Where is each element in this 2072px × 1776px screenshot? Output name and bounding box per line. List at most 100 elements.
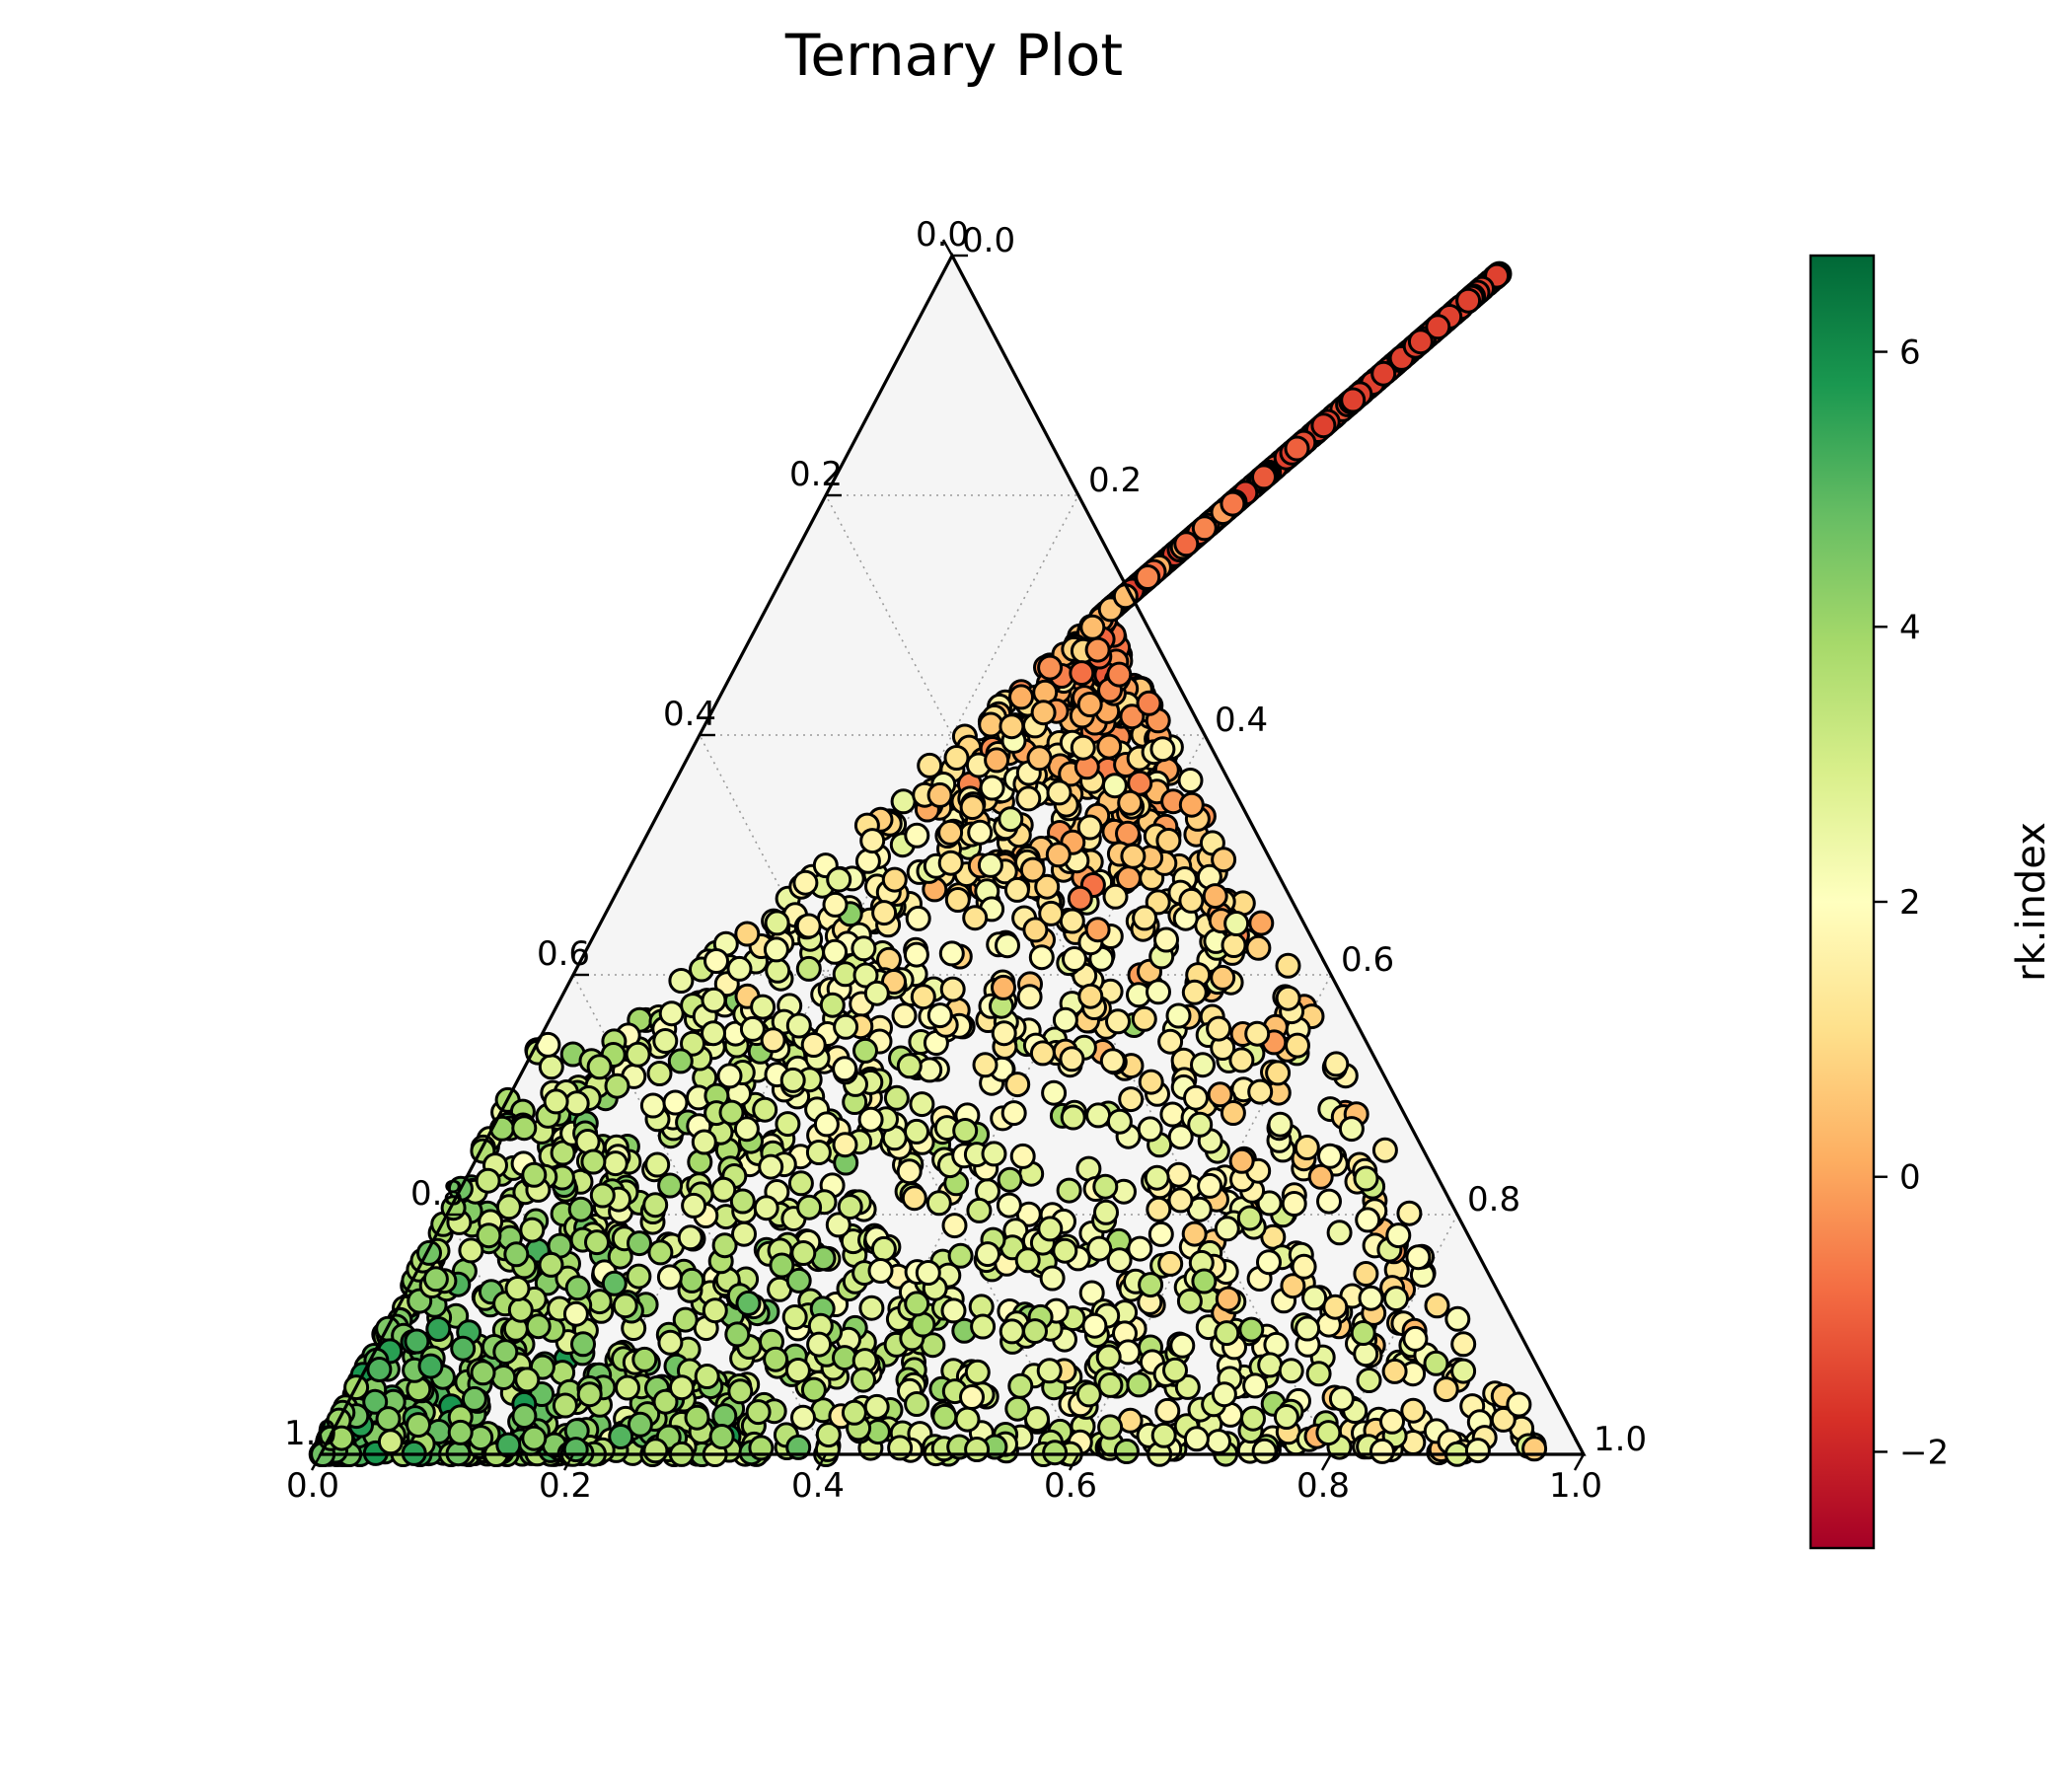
- left-axis-tick-label: 0.0: [916, 215, 969, 255]
- data-point: [1052, 1237, 1078, 1264]
- data-point: [1042, 1440, 1069, 1466]
- right-axis-tick-label: 0.2: [1088, 461, 1142, 500]
- bottom-axis-tick: [310, 1453, 323, 1471]
- data-point: [1105, 1008, 1131, 1035]
- data-point: [1008, 684, 1034, 710]
- data-point: [978, 711, 1004, 738]
- bottom-axis-tick: [1573, 1453, 1586, 1471]
- data-point: [1060, 1104, 1086, 1131]
- data-point: [731, 1221, 757, 1247]
- data-point: [1301, 1285, 1328, 1311]
- data-point: [1155, 828, 1182, 853]
- right-axis-tick-label: 0.6: [1341, 940, 1394, 980]
- data-point: [792, 869, 819, 896]
- data-point: [1015, 785, 1042, 812]
- data-point: [495, 1432, 522, 1458]
- data-point: [680, 1030, 705, 1057]
- data-point: [608, 1424, 634, 1449]
- data-point: [863, 980, 890, 1006]
- data-point: [832, 1056, 858, 1082]
- data-point: [970, 1313, 997, 1340]
- data-point: [1144, 1164, 1170, 1191]
- data-point: [1223, 911, 1250, 936]
- bottom-axis-tick: [1320, 1453, 1333, 1471]
- data-point: [967, 819, 994, 846]
- bottom-axis-tick-label: 0.6: [1044, 1466, 1097, 1506]
- data-point: [996, 1192, 1022, 1219]
- data-point: [1059, 1046, 1085, 1073]
- data-point: [825, 1212, 851, 1238]
- data-point: [896, 1053, 923, 1079]
- data-point: [631, 1346, 658, 1372]
- data-point: [1238, 1316, 1265, 1343]
- data-point: [910, 984, 936, 1010]
- data-point: [1273, 1404, 1299, 1430]
- data-point: [1157, 1250, 1184, 1277]
- data-point: [1120, 843, 1147, 869]
- grid-line: [699, 734, 1079, 1455]
- data-point: [1191, 1268, 1218, 1295]
- data-point: [1464, 1438, 1491, 1464]
- data-point: [1284, 435, 1310, 462]
- data-point: [745, 1399, 772, 1426]
- data-point: [447, 1419, 474, 1445]
- data-point: [656, 1264, 683, 1291]
- colorbar-tick-label: 6: [1899, 333, 1921, 373]
- data-point: [775, 1111, 801, 1138]
- data-point: [1101, 773, 1128, 799]
- data-point: [954, 1406, 981, 1433]
- data-point: [657, 1329, 684, 1356]
- bottom-axis-tick-label: 0.4: [791, 1466, 845, 1506]
- data-point: [417, 1353, 444, 1379]
- data-point: [896, 1158, 923, 1185]
- data-point: [795, 955, 822, 982]
- data-point: [458, 1237, 484, 1264]
- data-point: [652, 1388, 679, 1415]
- data-point: [1206, 1429, 1231, 1455]
- data-point: [584, 1229, 610, 1256]
- data-point: [677, 1224, 703, 1251]
- data-point: [589, 1182, 616, 1209]
- data-point: [1003, 876, 1030, 903]
- data-point: [562, 1437, 589, 1463]
- data-point: [612, 1293, 638, 1319]
- data-point: [1052, 1006, 1078, 1033]
- data-point: [1024, 1406, 1050, 1433]
- data-point: [1191, 515, 1218, 542]
- data-point: [564, 1275, 591, 1301]
- data-point: [910, 1311, 936, 1338]
- data-point: [684, 1404, 710, 1431]
- data-point: [1322, 1294, 1349, 1320]
- data-point: [1084, 636, 1111, 663]
- data-point: [657, 1172, 684, 1199]
- data-point: [1106, 661, 1133, 688]
- data-point: [1045, 842, 1072, 868]
- data-point: [1086, 1235, 1113, 1262]
- data-point: [1240, 1405, 1266, 1432]
- data-point: [586, 1054, 613, 1080]
- data-point: [646, 1061, 673, 1086]
- data-point: [1285, 1032, 1310, 1059]
- left-axis-tick-label: 0.8: [410, 1174, 464, 1214]
- data-point: [1138, 1069, 1164, 1095]
- data-point: [1169, 1332, 1196, 1359]
- data-point: [1069, 660, 1095, 687]
- colorbar-gradient: [1809, 254, 1876, 1550]
- colorbar-ticks: −2 0 2 4 6: [1874, 333, 1949, 1472]
- data-point: [1028, 944, 1055, 971]
- data-point: [1146, 979, 1171, 1005]
- data-point: [1355, 1207, 1381, 1233]
- data-point: [1159, 1101, 1186, 1128]
- data-point: [1127, 1235, 1153, 1262]
- data-point: [1206, 1015, 1232, 1042]
- data-point: [511, 1403, 538, 1430]
- data-point: [639, 1092, 666, 1119]
- data-point: [1228, 1047, 1255, 1073]
- data-point: [1433, 1376, 1459, 1403]
- data-point: [1019, 856, 1046, 883]
- data-point: [672, 1306, 699, 1333]
- data-point: [1326, 1220, 1353, 1246]
- data-point: [999, 713, 1025, 740]
- data-point: [1323, 1051, 1350, 1077]
- data-point: [1340, 387, 1367, 413]
